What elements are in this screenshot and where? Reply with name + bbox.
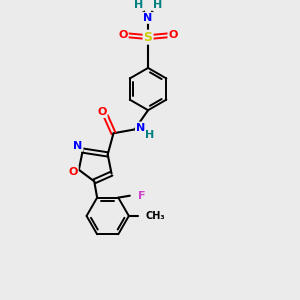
Text: S: S	[144, 31, 153, 44]
Text: N: N	[136, 122, 145, 133]
Text: H: H	[146, 130, 154, 140]
Text: H: H	[153, 0, 162, 11]
Text: O: O	[97, 107, 106, 117]
Text: O: O	[68, 167, 78, 177]
Text: N: N	[143, 13, 153, 23]
Text: O: O	[168, 30, 178, 40]
Text: N: N	[73, 141, 83, 151]
Text: CH₃: CH₃	[146, 211, 166, 221]
Text: H: H	[134, 0, 143, 11]
Text: O: O	[118, 30, 128, 40]
Text: F: F	[138, 191, 145, 201]
